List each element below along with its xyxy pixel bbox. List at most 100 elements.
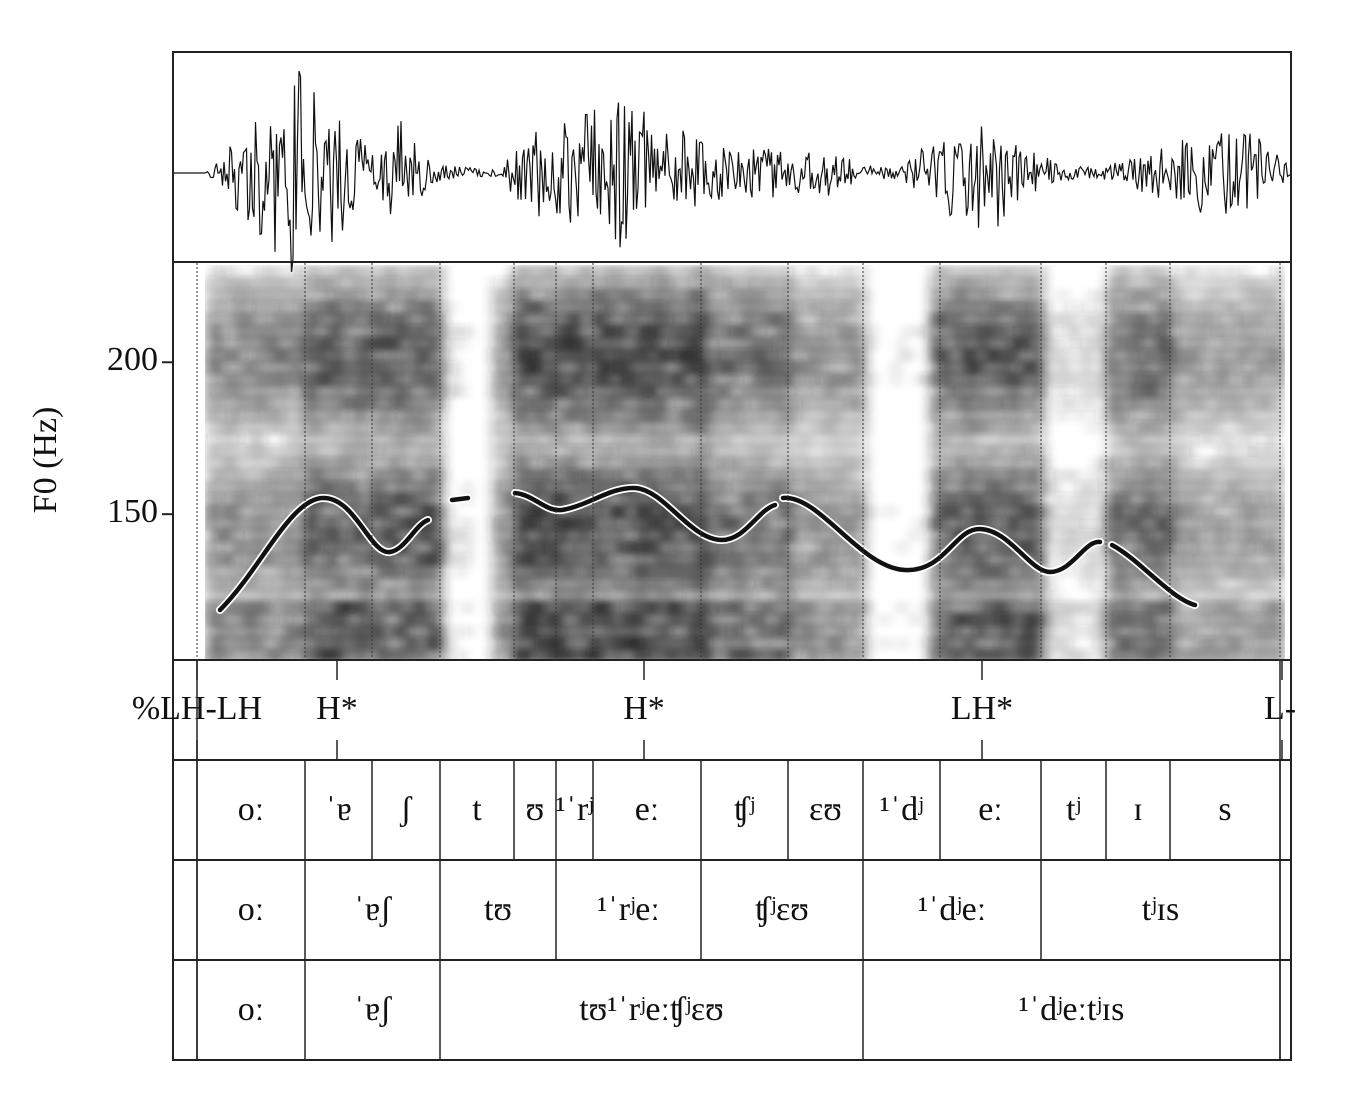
spectrogram-cell — [779, 649, 786, 659]
spectrogram-cell — [277, 481, 284, 494]
spectrogram-cell — [923, 601, 930, 614]
spectrogram-cell — [863, 601, 870, 614]
spectrogram-cell — [1136, 505, 1143, 518]
spectrogram-cell — [1224, 361, 1231, 374]
spectrogram-cell — [556, 349, 563, 362]
spectrogram-cell — [737, 553, 744, 566]
spectrogram-cell — [812, 517, 819, 530]
spectrogram-cell — [996, 313, 1003, 326]
spectrogram-cell — [329, 433, 336, 446]
spectrogram-cell — [592, 301, 599, 314]
spectrogram-cell — [395, 289, 402, 302]
spectrogram-cell — [377, 325, 384, 338]
spectrogram-cell — [217, 613, 224, 626]
spectrogram-cell — [622, 289, 629, 302]
spectrogram-cell — [556, 325, 563, 338]
spectrogram-cell — [431, 481, 438, 494]
spectrogram-cell — [383, 265, 390, 278]
spectrogram-cell — [413, 325, 420, 338]
spectrogram-cell — [694, 553, 701, 566]
spectrogram-cell — [205, 529, 212, 542]
spectrogram-cell — [749, 469, 756, 482]
spectrogram-cell — [634, 373, 641, 386]
spectrogram-cell — [1200, 541, 1207, 554]
spectrogram-cell — [634, 517, 641, 530]
spectrogram-cell — [887, 505, 894, 518]
spectrogram-cell — [1160, 313, 1167, 326]
spectrogram-cell — [1148, 265, 1155, 278]
spectrogram-cell — [984, 397, 991, 410]
spectrogram-cell — [676, 493, 683, 506]
spectrogram-cell — [652, 505, 659, 518]
spectrogram-cell — [514, 397, 521, 410]
spectrogram-cell — [395, 349, 402, 362]
spectrogram-cell — [779, 601, 786, 614]
spectrogram-cell — [289, 433, 296, 446]
spectrogram-cell — [800, 577, 807, 590]
spectrogram-cell — [719, 577, 726, 590]
spectrogram-cell — [616, 469, 623, 482]
spectrogram-cell — [550, 313, 557, 326]
spectrogram-cell — [767, 313, 774, 326]
spectrogram-cell — [794, 649, 801, 659]
spectrogram-cell — [241, 517, 248, 530]
spectrogram-cell — [259, 481, 266, 494]
spectrogram-cell — [283, 445, 290, 458]
spectrogram-cell — [458, 325, 465, 338]
spectrogram-cell — [1124, 457, 1131, 470]
spectrogram-cell — [526, 313, 533, 326]
spectrogram-cell — [492, 649, 499, 659]
spectrogram-cell — [978, 553, 985, 566]
spectrogram-cell — [996, 601, 1003, 614]
spectrogram-cell — [259, 337, 266, 350]
spectrogram-cell — [538, 577, 545, 590]
spectrogram-cell — [562, 565, 569, 578]
spectrogram-cell — [1176, 565, 1183, 578]
spectrogram-cell — [830, 637, 837, 650]
spectrogram-cell — [401, 649, 408, 659]
spectrogram-cell — [1041, 313, 1048, 326]
spectrogram-cell — [253, 421, 260, 434]
spectrogram-cell — [235, 469, 242, 482]
spectrogram-cell — [701, 589, 708, 602]
spectrogram-cell — [701, 457, 708, 470]
spectrogram-cell — [930, 493, 937, 506]
spectrogram-cell — [794, 637, 801, 650]
spectrogram-cell — [371, 301, 378, 314]
spectrogram-cell — [205, 277, 212, 290]
spectrogram-cell — [311, 433, 318, 446]
spectrogram-cell — [211, 301, 218, 314]
spectrogram-cell — [329, 325, 336, 338]
spectrogram-cell — [1182, 421, 1189, 434]
spectrogram-cell — [492, 277, 499, 290]
spectrogram-cell — [359, 457, 366, 470]
spectrogram-cell — [1200, 601, 1207, 614]
spectrogram-cell — [749, 433, 756, 446]
spectrogram-cell — [848, 469, 855, 482]
spectrogram-cell — [241, 541, 248, 554]
spectrogram-cell — [664, 541, 671, 554]
spectrogram-cell — [1182, 445, 1189, 458]
spectrogram-cell — [271, 337, 278, 350]
spectrogram-cell — [586, 445, 593, 458]
spectrogram-cell — [341, 313, 348, 326]
spectrogram-cell — [842, 301, 849, 314]
spectrogram-cell — [990, 289, 997, 302]
spectrogram-cell — [419, 577, 426, 590]
spectrogram-cell — [323, 589, 330, 602]
spectrogram-cell — [1124, 565, 1131, 578]
spectrogram-cell — [755, 385, 762, 398]
spectrogram-cell — [492, 289, 499, 302]
spectrogram-cell — [323, 505, 330, 518]
spectrogram-cell — [960, 601, 967, 614]
spectrogram-cell — [713, 601, 720, 614]
spectrogram-cell — [788, 361, 795, 374]
spectrogram-cell — [504, 361, 511, 374]
spectrogram-cell — [514, 637, 521, 650]
spectrogram-cell — [574, 577, 581, 590]
spectrogram-cell — [1077, 385, 1084, 398]
spectrogram-cell — [806, 457, 813, 470]
spectrogram-cell — [1224, 529, 1231, 542]
spectrogram-cell — [737, 469, 744, 482]
spectrogram-cell — [253, 505, 260, 518]
